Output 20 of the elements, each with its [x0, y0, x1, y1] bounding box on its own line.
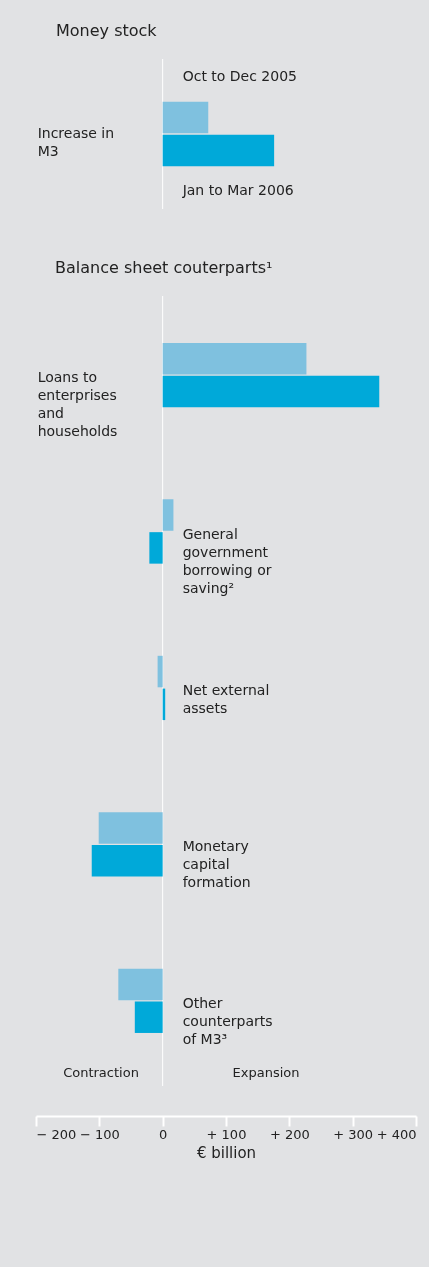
x-tick-label: + 100 — [206, 1126, 247, 1142]
x-tick-label: − 200 — [36, 1126, 77, 1142]
category-label: Increase in M3 — [37, 125, 115, 159]
series-label: Oct to Dec 2005 — [182, 67, 298, 84]
y-tick-label: Monetary capital formation — [182, 838, 251, 891]
annotation: Expansion — [232, 1065, 300, 1080]
x-tick-label: + 400 — [376, 1126, 417, 1142]
x-tick-label: + 200 — [269, 1126, 310, 1142]
chart-title: Balance sheet couterparts¹ — [55, 257, 273, 277]
x-tick-label: − 100 — [79, 1126, 120, 1142]
y-tick-label: General government borrowing or saving² — [182, 525, 272, 596]
chart-title: Money stock — [56, 20, 158, 40]
y-tick-label: Loans to enterprises and households — [37, 369, 118, 440]
y-tick-label: Other counterparts of M3³ — [182, 994, 273, 1047]
y-tick-label: Net external assets — [182, 682, 270, 716]
x-axis-title: € billion — [196, 1143, 257, 1162]
x-tick-label: 0 — [159, 1126, 168, 1142]
x-tick-label: + 300 — [333, 1126, 374, 1142]
series-label: Jan to Mar 2006 — [181, 182, 294, 199]
annotation: Contraction — [63, 1065, 139, 1080]
